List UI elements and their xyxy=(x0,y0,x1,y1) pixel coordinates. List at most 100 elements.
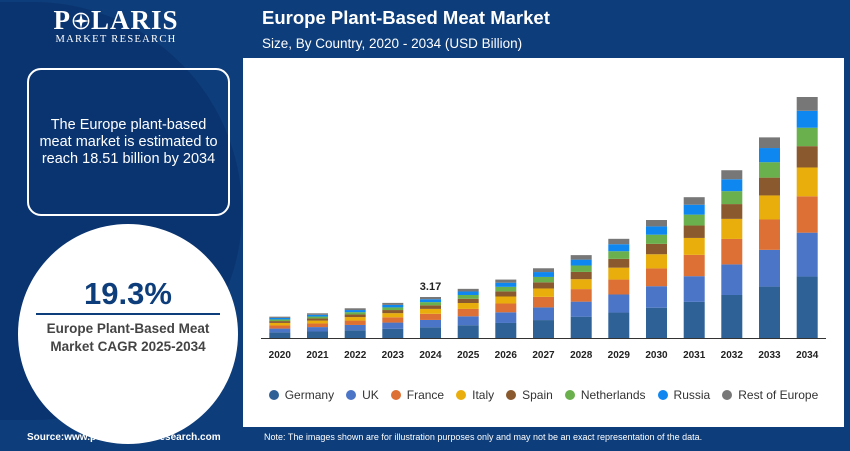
bar-segment-france-2020 xyxy=(269,325,291,329)
bar-segment-uk-2021 xyxy=(307,327,328,332)
bar-segment-russia-2023 xyxy=(382,304,404,308)
x-tick-label: 2023 xyxy=(382,350,405,361)
bar-segment-italy-2034 xyxy=(796,167,818,197)
bar-segment-germany-2034 xyxy=(796,276,818,338)
bar-segment-netherlands-2027 xyxy=(533,276,554,283)
bar-stack-2022 xyxy=(344,308,366,338)
legend-label: Germany xyxy=(284,388,335,402)
bar-segment-italy-2030 xyxy=(646,254,667,269)
x-tick-label: 2031 xyxy=(683,350,706,361)
bar-stack-2026 xyxy=(495,279,517,338)
bar-segment-netherlands-2020 xyxy=(269,319,291,322)
chart-title: Europe Plant-Based Meat Market xyxy=(262,7,550,28)
bar-segment-rest-of-europe-2027 xyxy=(533,268,554,273)
bar-segment-france-2030 xyxy=(646,268,667,287)
legend-item-germany: Germany xyxy=(268,388,335,402)
bar-segment-france-2031 xyxy=(683,254,705,277)
bar-segment-netherlands-2022 xyxy=(344,312,366,315)
bar-segment-italy-2020 xyxy=(269,322,291,326)
bar-segment-russia-2024 xyxy=(420,299,441,303)
bar-segment-russia-2027 xyxy=(533,272,554,277)
bar-segment-russia-2028 xyxy=(570,259,592,266)
bar-stack-2028 xyxy=(570,255,592,338)
bar-segment-germany-2024 xyxy=(420,327,441,338)
bar-segment-russia-2034 xyxy=(796,110,818,128)
bar-segment-germany-2023 xyxy=(382,328,404,338)
bar-segment-germany-2022 xyxy=(344,330,366,338)
legend-item-italy: Italy xyxy=(456,388,494,402)
bar-segment-italy-2024 xyxy=(420,308,441,314)
legend-label: France xyxy=(406,388,445,402)
bar-segment-rest-of-europe-2033 xyxy=(759,137,780,149)
legend-swatch xyxy=(722,390,733,400)
disclaimer-note: Note: The images shown are for illustrat… xyxy=(264,432,703,442)
bar-segment-rest-of-europe-2034 xyxy=(796,97,818,111)
bar-segment-spain-2032 xyxy=(721,204,743,219)
bar-stack-2024 xyxy=(420,297,441,338)
bar-segment-russia-2021 xyxy=(307,314,328,317)
legend-swatch xyxy=(346,390,357,400)
bar-segment-russia-2032 xyxy=(721,179,743,192)
bar-segment-uk-2023 xyxy=(382,322,404,329)
bar-segment-italy-2025 xyxy=(457,303,479,309)
stacked-bar-chart: 2020 2021 2022 2023 2024 3.17 2025 2026 2027 2028… xyxy=(261,97,826,361)
legend-label: Netherlands xyxy=(580,388,646,402)
market-estimate-text: The Europe plant-based meat market is es… xyxy=(39,116,218,167)
bar-segment-france-2024 xyxy=(420,313,441,320)
bar-segment-netherlands-2024 xyxy=(420,302,441,306)
bar-segment-uk-2032 xyxy=(721,264,743,295)
bar-segment-germany-2020 xyxy=(269,332,291,338)
bar-segment-germany-2032 xyxy=(721,294,743,338)
bar-segment-spain-2031 xyxy=(683,225,705,238)
x-tick-label: 2021 xyxy=(306,350,329,361)
bar-segment-germany-2021 xyxy=(307,331,328,338)
legend-item-spain: Spain xyxy=(506,388,553,402)
bar-segment-spain-2021 xyxy=(307,318,328,321)
bar-segment-france-2029 xyxy=(608,279,630,295)
bar-segment-france-2025 xyxy=(457,308,479,317)
legend-item-uk: UK xyxy=(346,388,379,402)
bar-segment-germany-2025 xyxy=(457,325,479,338)
x-tick-label: 2029 xyxy=(608,350,631,361)
chart-panel: 2020 2021 2022 2023 2024 3.17 2025 2026 2027 2028… xyxy=(243,58,844,427)
bar-segment-rest-of-europe-2028 xyxy=(570,255,592,260)
bar-segment-netherlands-2031 xyxy=(683,214,705,226)
bar-segment-france-2022 xyxy=(344,320,366,325)
bar-segment-rest-of-europe-2023 xyxy=(382,302,404,305)
bar-segment-italy-2022 xyxy=(344,317,366,321)
legend-swatch xyxy=(390,390,401,400)
bar-segment-uk-2029 xyxy=(608,294,630,313)
legend-label: Russia xyxy=(673,388,711,402)
cagr-label: Europe Plant-Based Meat Market CAGR 2025… xyxy=(46,321,210,354)
bar-segment-germany-2033 xyxy=(759,286,780,338)
bar-segment-italy-2026 xyxy=(495,296,517,304)
legend-item-rest-of-europe: Rest of Europe xyxy=(722,388,818,402)
bar-segment-rest-of-europe-2026 xyxy=(495,279,517,283)
bar-segment-france-2023 xyxy=(382,317,404,323)
chart-subtitle: Size, By Country, 2020 - 2034 (USD Billi… xyxy=(262,36,523,51)
cagr-value: 19.3% xyxy=(84,276,172,311)
bar-segment-france-2028 xyxy=(570,289,592,302)
bar-segment-netherlands-2033 xyxy=(759,162,780,178)
bar-segment-italy-2021 xyxy=(307,320,328,324)
bar-segment-rest-of-europe-2024 xyxy=(420,297,441,300)
bar-segment-uk-2031 xyxy=(683,276,705,302)
bar-stack-2033 xyxy=(759,137,780,338)
legend-swatch xyxy=(268,390,279,400)
bar-segment-france-2021 xyxy=(307,323,328,328)
bar-stack-2021 xyxy=(307,313,328,338)
bar-segment-uk-2024 xyxy=(420,319,441,328)
bar-segment-italy-2027 xyxy=(533,288,554,297)
bar-segment-uk-2028 xyxy=(570,301,592,317)
chart-legend: Germany UK France Italy Spain Netherlands Russ… xyxy=(243,388,844,402)
data-label-2024: 3.17 xyxy=(420,281,441,293)
bar-stack-2027 xyxy=(533,268,554,338)
x-tick-label: 2033 xyxy=(758,350,781,361)
bar-stack-2023 xyxy=(382,302,404,338)
bar-segment-spain-2034 xyxy=(796,146,818,168)
bar-segment-spain-2030 xyxy=(646,243,667,255)
bar-segment-spain-2025 xyxy=(457,298,479,304)
legend-label: Italy xyxy=(472,388,495,402)
x-tick-label: 2032 xyxy=(721,350,744,361)
